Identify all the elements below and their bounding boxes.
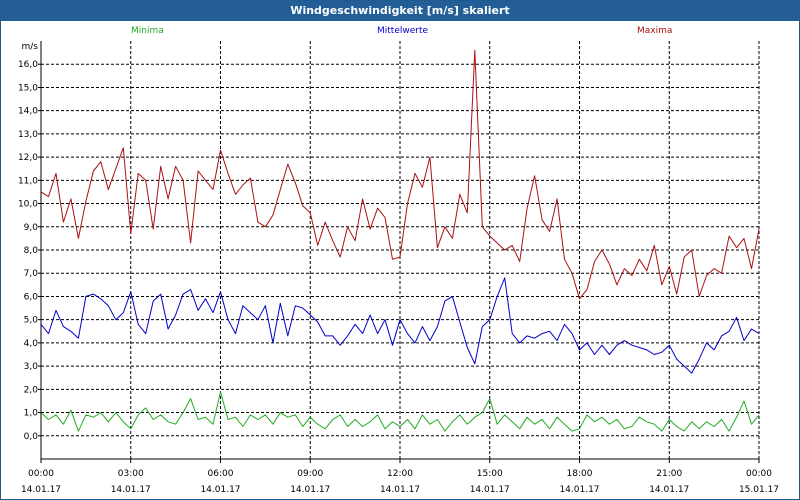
x-tick-label-time: 12:00 xyxy=(387,469,413,479)
x-tick-label-time: 03:00 xyxy=(118,469,144,479)
x-tick-label-time: 09:00 xyxy=(297,469,323,479)
legend-maxima: Maxima xyxy=(637,26,673,36)
y-tick-label: 9,0 xyxy=(24,223,39,233)
y-tick-label: 8,0 xyxy=(24,246,39,256)
x-tick-label-date: 14.01.17 xyxy=(559,485,599,495)
y-tick-label: 5,0 xyxy=(24,316,39,326)
y-tick-label: 10,0 xyxy=(18,200,38,210)
x-tick-label-date: 14.01.17 xyxy=(290,485,330,495)
x-tick-label-time: 00:00 xyxy=(28,469,54,479)
x-tick-label-date: 14.01.17 xyxy=(200,485,240,495)
y-tick-label: 0,0 xyxy=(24,432,39,442)
x-tick-label-date: 14.01.17 xyxy=(649,485,689,495)
series-line-maxima xyxy=(40,49,760,300)
legend-minima: Minima xyxy=(131,26,164,36)
x-tick-label-date: 14.01.17 xyxy=(470,485,510,495)
x-tick-label-time: 06:00 xyxy=(208,469,234,479)
y-tick-label: 12,0 xyxy=(18,153,38,163)
x-tick-label-time: 00:00 xyxy=(746,469,772,479)
y-tick-label: 15,0 xyxy=(18,83,38,93)
x-tick-label-time: 21:00 xyxy=(656,469,682,479)
y-tick-label: 16,0 xyxy=(18,60,38,70)
x-tick-label-date: 14.01.17 xyxy=(380,485,420,495)
y-tick-label: 4,0 xyxy=(24,339,39,349)
y-tick-label: 11,0 xyxy=(18,176,38,186)
y-tick-label: 2,0 xyxy=(24,385,39,395)
series-line-minima xyxy=(40,391,760,432)
series-line-mittelwerte xyxy=(40,277,760,374)
y-axis-unit-label: m/s xyxy=(22,42,39,52)
x-tick-label-time: 15:00 xyxy=(477,469,503,479)
x-tick-label-time: 18:00 xyxy=(567,469,593,479)
y-tick-label: 1,0 xyxy=(24,409,39,419)
x-tick-label-date: 14.01.17 xyxy=(111,485,151,495)
y-tick-label: 7,0 xyxy=(24,269,39,279)
y-tick-label: 14,0 xyxy=(18,107,38,117)
y-tick-label: 6,0 xyxy=(24,292,39,302)
legend-mittelwerte: Mittelwerte xyxy=(377,26,429,36)
x-tick-label-date: 14.01.17 xyxy=(21,485,61,495)
x-tick-label-date: 15.01.17 xyxy=(739,485,779,495)
y-tick-label: 13,0 xyxy=(18,130,38,140)
window-title: Windgeschwindigkeit [m/s] skaliert xyxy=(1,1,799,21)
y-tick-label: 3,0 xyxy=(24,362,39,372)
